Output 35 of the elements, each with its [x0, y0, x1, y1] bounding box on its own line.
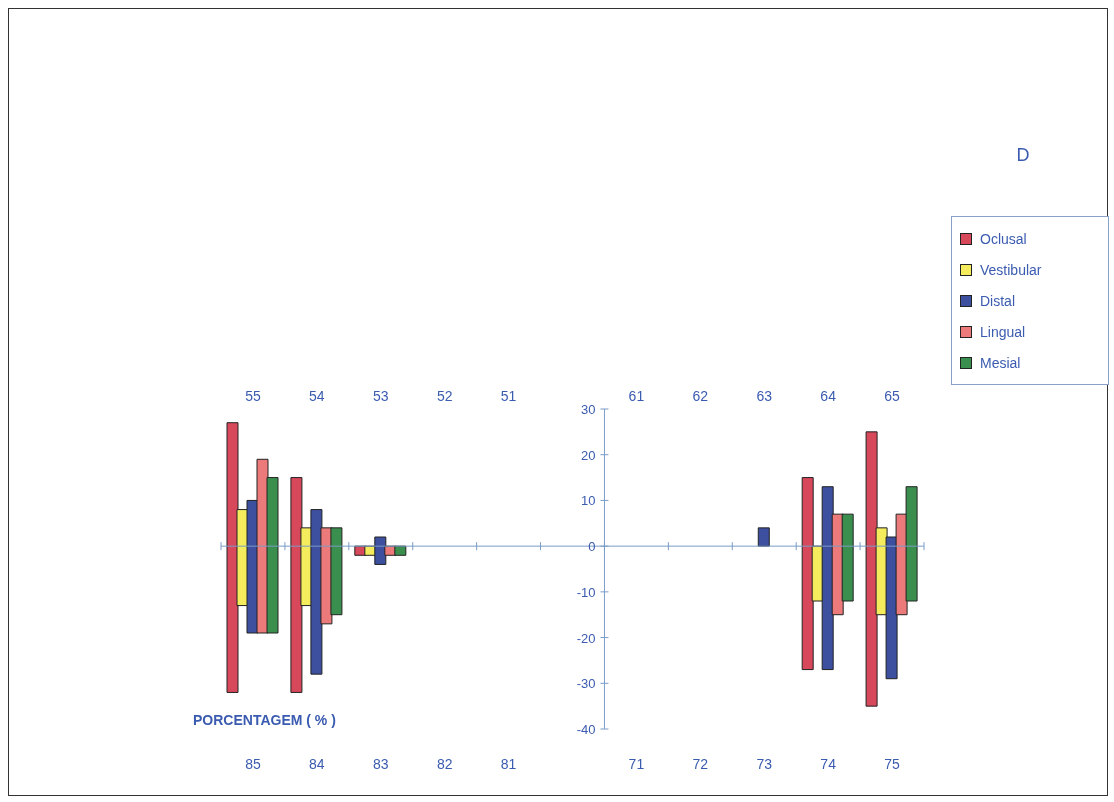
text: 84 [309, 755, 325, 772]
x-tick-label: 51 [500, 388, 517, 404]
text: 71 [628, 755, 645, 772]
legend-label: Vestibular [980, 261, 1042, 278]
y-tick-label: -30 [576, 676, 596, 692]
text: 85 [245, 755, 261, 772]
text: 83 [372, 755, 389, 772]
y-tick-label: -10 [576, 584, 596, 600]
x-tick-label: 54 [309, 388, 325, 404]
legend-label: Mesial [980, 354, 1021, 371]
y-tick-label: 0 [588, 539, 596, 555]
y-tick-label: 10 [580, 493, 596, 509]
legend-label: Lingual [980, 323, 1026, 340]
y-tick-label: 30 [580, 402, 596, 417]
x-tick-label: 65 [884, 388, 901, 404]
x-tick-label: 63 [756, 388, 773, 404]
x-tick-label: 64 [820, 388, 837, 404]
text: 72 [692, 755, 709, 772]
legend-label: Oclusal [980, 230, 1027, 247]
x-tick-label: 61 [628, 388, 645, 404]
text: 82 [436, 755, 453, 772]
y-tick-label: -20 [576, 630, 596, 646]
y-tick-label: 20 [580, 447, 596, 463]
y-axis-title: PORCENTAGEM ( % ) [193, 712, 336, 728]
text: 81 [500, 755, 517, 772]
x-tick-label: 52 [436, 388, 453, 404]
legend-label: Distal [980, 292, 1016, 309]
text: 74 [820, 755, 837, 772]
x-tick-label: 53 [372, 388, 389, 404]
x-tick-label: 55 [245, 388, 261, 404]
y-tick-label: -40 [576, 722, 596, 737]
text: 75 [884, 755, 901, 772]
text: D [1016, 145, 1030, 165]
text: 73 [756, 755, 773, 772]
x-tick-label: 62 [692, 388, 709, 404]
